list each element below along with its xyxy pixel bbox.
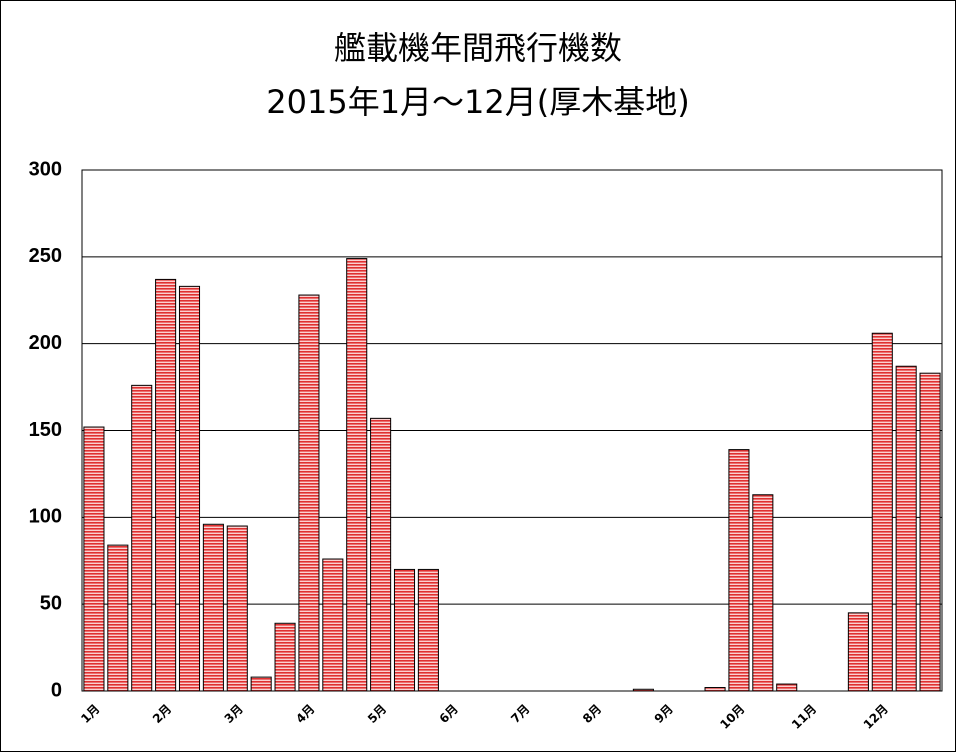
y-tick-label: 300 <box>29 158 62 180</box>
bar <box>417 568 439 692</box>
bar <box>155 278 177 692</box>
bar <box>393 568 416 692</box>
y-tick-label: 50 <box>40 592 62 614</box>
bar <box>274 622 296 692</box>
chart-subtitle: 2015年1月～12月(厚木基地) <box>266 83 690 121</box>
bar <box>704 687 726 692</box>
bar <box>202 523 224 692</box>
y-tick-label: 100 <box>29 506 62 528</box>
chart-title: 艦載機年間飛行機数 <box>334 29 622 67</box>
bar <box>632 688 654 692</box>
bar <box>871 332 893 692</box>
bar <box>322 558 344 692</box>
bar <box>131 384 153 692</box>
bar <box>298 294 320 692</box>
bar <box>919 372 941 692</box>
y-tick-label: 150 <box>29 419 62 441</box>
bar <box>895 365 917 692</box>
bar <box>776 683 798 692</box>
bar <box>83 426 105 692</box>
bar <box>107 544 129 692</box>
bar <box>752 494 774 692</box>
bar <box>250 676 272 692</box>
y-tick-label: 0 <box>51 679 62 701</box>
y-tick-label: 250 <box>29 245 62 267</box>
bar <box>346 258 368 692</box>
bar <box>226 525 248 692</box>
y-tick-label: 200 <box>29 332 62 354</box>
bar <box>847 612 869 692</box>
bar <box>370 417 392 692</box>
bar <box>728 449 750 692</box>
plot-area <box>81 169 943 692</box>
bar <box>178 285 201 692</box>
